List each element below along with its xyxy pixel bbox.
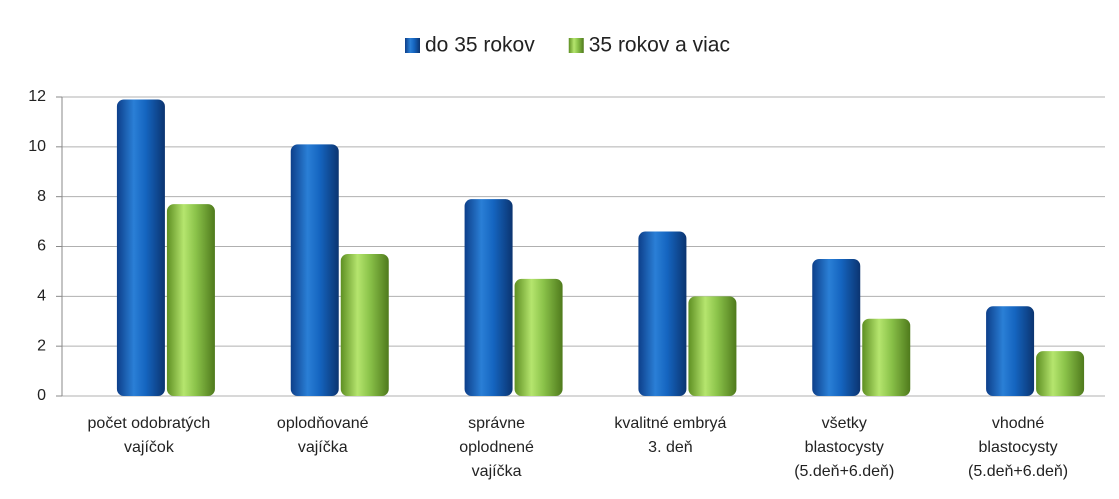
y-tick-label: 4 <box>37 288 46 305</box>
bar <box>464 199 513 396</box>
legend-swatch <box>405 38 420 53</box>
y-tick-label: 10 <box>28 138 46 155</box>
x-tick-label: oplodňované vajíčka <box>277 415 369 456</box>
bar <box>166 204 215 396</box>
y-tick-label: 0 <box>37 387 46 404</box>
bar <box>290 144 339 396</box>
bar <box>116 99 165 396</box>
bar <box>1036 351 1085 396</box>
y-tick-label: 12 <box>28 88 46 105</box>
bar <box>862 318 911 396</box>
bar <box>812 258 861 396</box>
x-tick-label: vhodné blastocysty (5.deň+6.deň) <box>968 415 1068 480</box>
x-tick-label: všetky blastocysty (5.deň+6.deň) <box>794 415 894 480</box>
legend: do 35 rokov 35 rokov a viac <box>405 34 730 57</box>
x-tick-label: správne oplodnené vajíčka <box>459 415 534 480</box>
legend-swatch <box>568 38 584 53</box>
bar <box>638 231 687 396</box>
y-tick-label: 8 <box>37 188 46 205</box>
y-tick-label: 2 <box>37 337 46 354</box>
bar <box>986 306 1035 396</box>
bar <box>340 253 389 396</box>
legend-label: 35 rokov a viac <box>589 34 730 57</box>
legend-label: do 35 rokov <box>425 34 535 57</box>
x-tick-label: kvalitné embryá 3. deň <box>614 415 726 456</box>
y-tick-label: 6 <box>37 238 46 255</box>
bar <box>514 278 563 396</box>
bar <box>688 296 737 396</box>
x-tick-label: počet odobratých vajíčok <box>88 415 211 456</box>
